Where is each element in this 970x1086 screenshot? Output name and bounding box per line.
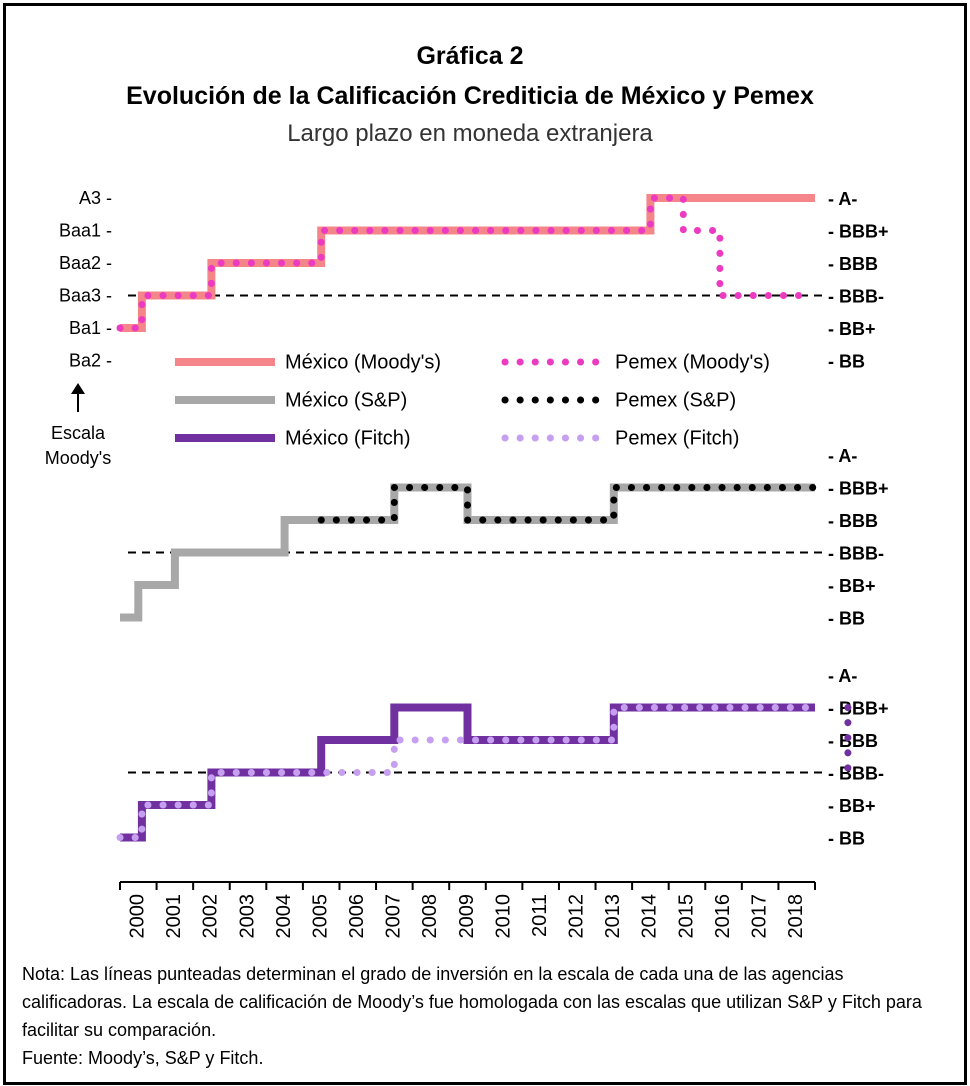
x-tick-label: 2003 <box>236 894 258 939</box>
right-tick-label-sp: - BBB+ <box>828 478 889 498</box>
right-tick-label-moodys: - BB+ <box>828 319 876 339</box>
left-tick-label: Ba2 - <box>69 350 112 370</box>
note-text: Nota: Las líneas punteadas determinan el… <box>22 964 922 1040</box>
x-tick-label: 2001 <box>163 894 185 939</box>
right-tick-label-moodys: - BBB <box>828 254 878 274</box>
scale-label-line1: Escala <box>51 423 106 443</box>
x-tick-label: 2000 <box>127 894 149 939</box>
right-tick-label-sp: - BB+ <box>828 576 876 596</box>
x-tick-label: 2008 <box>419 894 441 939</box>
x-tick-label: 2015 <box>675 894 697 939</box>
legend-label: México (Fitch) <box>285 427 411 449</box>
rating-chart: - A- - BBB+ - BBB - BBB- - BB+ - BB A3 - Baa1 -… <box>45 188 889 939</box>
x-tick-label: 2011 <box>529 894 551 937</box>
scale-arrow-icon <box>71 383 85 394</box>
right-tick-label-fitch: - A- <box>828 666 857 686</box>
x-tick-label: 2007 <box>383 894 405 939</box>
right-tick-label-moodys: - BB <box>828 351 865 371</box>
legend-label: México (Moody's) <box>285 351 441 373</box>
left-tick-label: Ba1 - <box>69 318 112 338</box>
x-tick-label: 2009 <box>456 894 478 939</box>
x-tick-label: 2004 <box>273 894 295 939</box>
x-tick-label: 2018 <box>785 894 807 939</box>
series-line-pemex-s-p- <box>317 484 819 524</box>
chart-frame <box>3 3 967 1085</box>
x-tick-label: 2013 <box>602 894 624 939</box>
right-tick-label-sp: - A- <box>828 446 857 466</box>
chart-title: Gráfica 2 <box>416 42 524 70</box>
x-tick-label: 2006 <box>346 894 368 939</box>
right-tick-label-moodys: - BBB- <box>828 286 884 306</box>
left-tick-label: Baa3 - <box>59 285 112 305</box>
scale-label-line2: Moody's <box>45 448 111 468</box>
right-tick-label-sp: - BB <box>828 608 865 628</box>
right-tick-label-fitch: - BBB+ <box>828 698 889 718</box>
x-tick-label: 2005 <box>309 894 331 939</box>
series-line-pemex-moody-s- <box>116 194 812 332</box>
chart-notes: Nota: Las líneas punteadas determinan el… <box>22 960 942 1072</box>
series-line-pemex-fitch- <box>116 704 819 841</box>
x-tick-label: 2017 <box>748 894 770 939</box>
right-tick-label-moodys: - BBB+ <box>828 221 889 241</box>
x-tick-label: 2010 <box>492 894 514 939</box>
legend-label: México (S&P) <box>285 389 407 411</box>
left-tick-label: A3 - <box>79 188 112 208</box>
series-line-m-xico-fitch- <box>120 703 815 842</box>
x-tick-label: 2016 <box>712 894 734 939</box>
legend-label: Pemex (Moody's) <box>615 351 770 373</box>
right-tick-label-sp: - BBB <box>828 511 878 531</box>
right-tick-label-fitch: - BBB <box>828 731 878 751</box>
source-text: Fuente: Moody’s, S&P y Fitch. <box>22 1048 264 1068</box>
chart-subtitle-secondary: Largo plazo en moneda extranjera <box>287 120 653 147</box>
x-tick-label: 2012 <box>565 894 587 939</box>
left-tick-label: Baa1 - <box>59 220 112 240</box>
chart-subtitle: Evolución de la Calificación Crediticia … <box>126 82 814 110</box>
right-tick-label-fitch: - BB+ <box>828 796 876 816</box>
x-tick-label: 2014 <box>639 894 661 939</box>
right-tick-label-moodys: - A- <box>828 189 857 209</box>
right-tick-label-fitch: - BB <box>828 828 865 848</box>
legend-label: Pemex (S&P) <box>615 389 736 411</box>
right-tick-label-sp: - BBB- <box>828 543 884 563</box>
legend-label: Pemex (Fitch) <box>615 427 739 449</box>
right-tick-label-fitch: - BBB- <box>828 763 884 783</box>
left-tick-label: Baa2 - <box>59 253 112 273</box>
x-tick-label: 2002 <box>200 894 222 939</box>
